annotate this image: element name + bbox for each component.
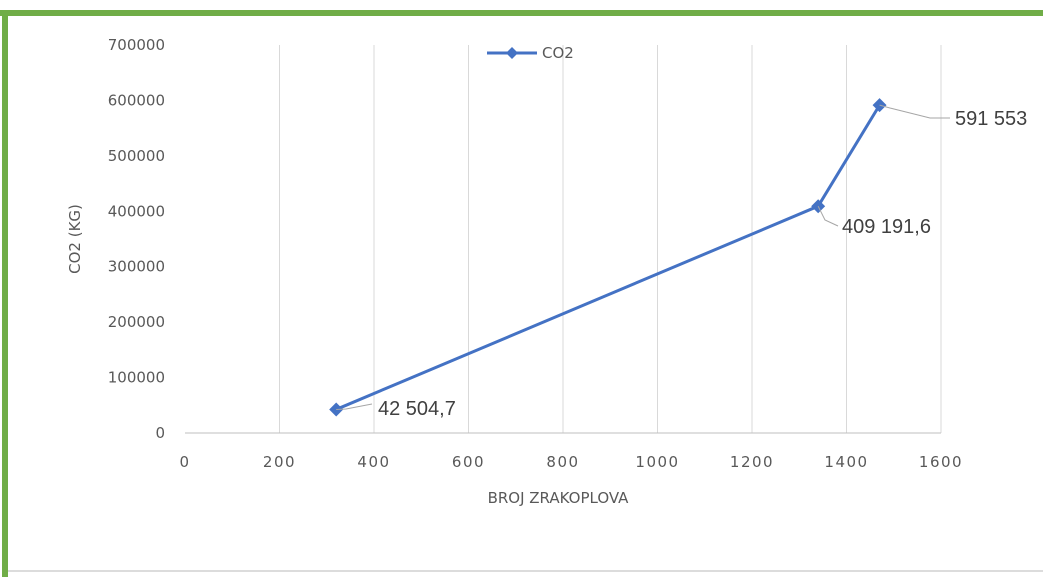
y-tick-label-400000: 400000	[108, 202, 165, 220]
x-axis-title: BROJ ZRAKOPLOVA	[488, 489, 630, 507]
x-tick-label-1200: 1200	[730, 453, 774, 471]
y-tick-label-500000: 500000	[108, 147, 165, 165]
frame-top-border	[0, 10, 1043, 16]
data-label-leader-1	[336, 403, 373, 410]
x-tick-label-600: 600	[452, 453, 485, 471]
data-label-leader-2	[817, 205, 839, 227]
x-tick-label-1400: 1400	[824, 453, 868, 471]
y-tick-label-100000: 100000	[108, 369, 165, 387]
data-label-2: 409 191,6	[842, 216, 931, 238]
x-tick-label-200: 200	[263, 453, 296, 471]
data-label-1: 42 504,7	[378, 398, 456, 420]
plot-area: 0 200 400 600 800 1000 1200 1400 1600 0 100000 2000…	[66, 36, 1027, 507]
y-tick-label-700000: 700000	[108, 36, 165, 54]
x-tick-label-1000: 1000	[635, 453, 679, 471]
y-tick-label-0: 0	[155, 424, 165, 442]
data-label-leader-3	[879, 104, 950, 119]
y-tick-label-200000: 200000	[108, 313, 165, 331]
data-label-3: 591 553	[955, 108, 1027, 130]
frame-left-border	[2, 10, 8, 577]
legend-marker-CO2	[506, 47, 518, 59]
x-tick-label-0: 0	[179, 453, 190, 471]
frame-bottom-line	[8, 570, 1043, 572]
y-axis-title: CO2 (KG)	[66, 204, 84, 274]
y-tick-label-300000: 300000	[108, 258, 165, 276]
legend-label-CO2: CO2	[542, 44, 574, 62]
x-tick-label-400: 400	[357, 453, 390, 471]
x-tick-label-800: 800	[546, 453, 579, 471]
y-tick-label-600000: 600000	[108, 91, 165, 109]
x-tick-label-1600: 1600	[919, 453, 963, 471]
